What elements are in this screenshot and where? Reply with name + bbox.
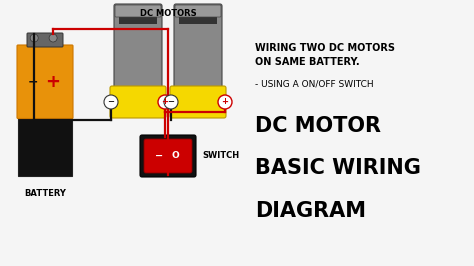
Circle shape [218, 95, 232, 109]
Bar [18, 118, 72, 176]
Text: DIAGRAM: DIAGRAM [255, 201, 366, 221]
Text: DC MOTORS: DC MOTORS [140, 10, 196, 19]
Text: BASIC WIRING: BASIC WIRING [255, 158, 421, 178]
FancyBboxPatch shape [170, 86, 226, 118]
Text: +: + [221, 98, 228, 106]
Circle shape [158, 95, 172, 109]
Text: DC MOTOR: DC MOTOR [255, 116, 381, 136]
Text: −: − [167, 98, 174, 106]
Circle shape [164, 95, 178, 109]
Text: ON SAME BATTERY.: ON SAME BATTERY. [255, 57, 360, 67]
Text: SWITCH: SWITCH [202, 152, 239, 160]
Text: BATTERY: BATTERY [24, 189, 66, 198]
Text: - USING A ON/OFF SWITCH: - USING A ON/OFF SWITCH [255, 80, 374, 89]
FancyBboxPatch shape [114, 4, 162, 90]
Bar [179, 14, 217, 24]
Text: WIRING TWO DC MOTORS: WIRING TWO DC MOTORS [255, 43, 395, 53]
Circle shape [30, 34, 38, 42]
Text: +: + [162, 98, 168, 106]
FancyBboxPatch shape [17, 45, 73, 118]
Circle shape [49, 34, 57, 42]
Bar [119, 14, 157, 24]
Text: −: − [108, 98, 115, 106]
FancyBboxPatch shape [115, 5, 161, 17]
FancyBboxPatch shape [174, 4, 222, 90]
Text: −: − [28, 75, 38, 88]
FancyBboxPatch shape [144, 139, 192, 173]
FancyBboxPatch shape [110, 86, 166, 118]
Text: O: O [171, 152, 179, 160]
FancyBboxPatch shape [27, 33, 63, 47]
Bar [248, 0, 474, 266]
Circle shape [104, 95, 118, 109]
FancyBboxPatch shape [140, 135, 196, 177]
Text: −: − [155, 151, 163, 161]
FancyBboxPatch shape [175, 5, 221, 17]
Text: +: + [46, 73, 61, 91]
